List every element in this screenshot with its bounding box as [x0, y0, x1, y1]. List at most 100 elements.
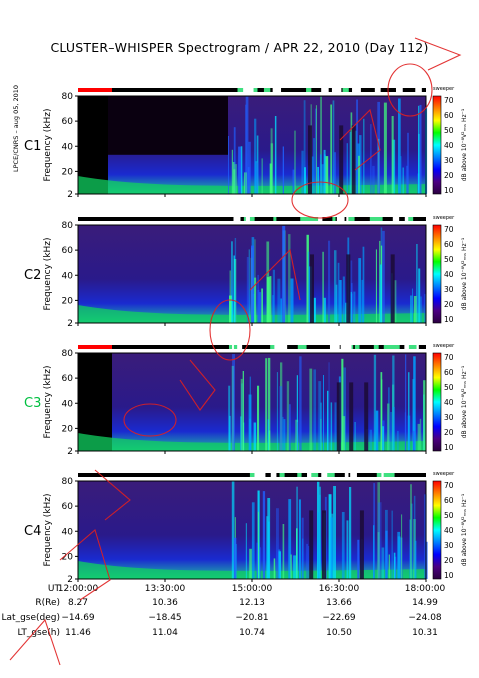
chart-title: CLUSTER–WHISPER Spectrogram / APR 22, 20…	[50, 40, 429, 55]
emission-streak	[315, 105, 317, 194]
spacecraft-label: C1	[24, 139, 41, 154]
mode-bar-segment	[374, 88, 381, 92]
mode-bar-segment	[309, 217, 319, 221]
mode-bar-segment	[306, 88, 312, 92]
emission-streak	[379, 264, 382, 323]
colorbar	[432, 95, 442, 195]
emission-streak	[330, 402, 333, 451]
mode-bar-segment	[355, 88, 361, 92]
colorbar-tick-label: 50	[444, 126, 454, 135]
colorbar-mode-label: sweeper	[433, 471, 455, 477]
emission-streak	[273, 558, 276, 579]
y-axis-label: Frequency (kHz)	[43, 493, 53, 566]
emission-streak	[293, 555, 296, 579]
mode-bar-segment	[307, 473, 319, 477]
emission-streak	[251, 245, 254, 323]
ephemeris-value: −18.45	[148, 613, 182, 623]
emission-streak	[328, 494, 332, 579]
colorbar	[432, 352, 442, 452]
colorbar-tick-label: 40	[444, 398, 454, 407]
emission-streak	[424, 494, 427, 579]
emission-streak	[257, 289, 260, 323]
emission-streak	[254, 239, 256, 323]
data-gap	[336, 382, 341, 451]
mode-bar-segment	[404, 217, 410, 221]
emission-streak	[409, 519, 411, 579]
emission-streak	[330, 517, 333, 579]
emission-streak	[262, 491, 266, 579]
mode-bar-segment	[348, 217, 355, 221]
emission-streak	[373, 525, 375, 579]
mode-bar-segment	[415, 88, 422, 92]
emission-streak	[328, 240, 331, 323]
emission-streak	[303, 100, 306, 194]
data-gap	[346, 254, 351, 323]
emission-streak	[363, 118, 365, 194]
emission-streak	[279, 386, 283, 451]
mode-bar-segment	[332, 217, 336, 221]
emission-streak	[423, 380, 426, 451]
emission-streak	[249, 376, 251, 451]
colorbar-tick-label: 10	[444, 315, 454, 324]
colorbar	[432, 224, 442, 324]
mode-bar-segment	[233, 217, 241, 221]
emission-streak	[290, 278, 294, 323]
emission-streak	[325, 156, 329, 194]
emission-streak	[276, 372, 278, 451]
mode-bar-segment	[408, 345, 417, 349]
ephemeris-row-label: R(Re)	[35, 598, 60, 608]
colorbar-tick-label: 50	[444, 383, 454, 392]
mode-bar-segment	[404, 345, 413, 349]
emission-streak	[276, 508, 279, 579]
emission-streak	[301, 517, 304, 579]
emission-streak	[267, 357, 271, 451]
emission-streak	[231, 481, 235, 579]
ut-tick: 12:00:00	[57, 584, 99, 594]
mode-bar-segment	[373, 345, 379, 349]
emission-streak	[350, 291, 353, 323]
mode-bar-segment	[336, 217, 345, 221]
emission-streak	[257, 385, 260, 451]
y-tick-label: 2	[67, 447, 73, 457]
emission-streak	[375, 410, 379, 451]
emission-streak	[249, 548, 252, 579]
emission-streak	[242, 371, 244, 451]
colorbar-tick-label: 60	[444, 368, 454, 377]
emission-streak	[333, 486, 336, 579]
mode-bar-segment	[415, 345, 419, 349]
y-tick-label: 60	[62, 502, 74, 512]
ephemeris-value: 12.13	[239, 598, 265, 608]
emission-streak	[306, 543, 308, 579]
ephemeris-value: 10.36	[152, 598, 178, 608]
emission-streak	[392, 355, 395, 451]
emission-streak	[349, 131, 352, 194]
emission-streak	[235, 544, 237, 579]
colorbar-tick-label: 70	[444, 96, 454, 105]
emission-streak	[377, 532, 380, 579]
ut-label: UT	[47, 584, 60, 594]
data-gap	[309, 510, 314, 579]
emission-streak	[233, 537, 237, 579]
emission-streak	[309, 368, 313, 451]
mode-bar-segment	[321, 473, 328, 477]
mode-bar-segment	[273, 217, 277, 221]
mode-bar-segment	[243, 88, 254, 92]
emission-streak	[334, 152, 336, 194]
mode-bar-segment	[378, 217, 383, 221]
emission-streak	[425, 541, 428, 579]
emission-streak	[397, 531, 401, 579]
colorbar-tick-label: 40	[444, 526, 454, 535]
emission-streak	[280, 298, 282, 323]
emission-streak	[358, 258, 362, 323]
colorbar-unit-label: dB above 10⁻⁸V²ᵣₘₛ Hz⁻¹	[461, 237, 468, 310]
emission-streak	[392, 406, 395, 451]
colorbar-tick-label: 50	[444, 255, 454, 264]
emission-streak	[294, 130, 296, 194]
data-gap	[339, 125, 344, 194]
emission-streak	[288, 499, 292, 579]
emission-streak	[313, 369, 316, 451]
emission-streak	[238, 146, 242, 194]
colorbar-tick-label: 70	[444, 225, 454, 234]
emission-streak	[410, 503, 413, 579]
emission-streak	[233, 255, 235, 323]
